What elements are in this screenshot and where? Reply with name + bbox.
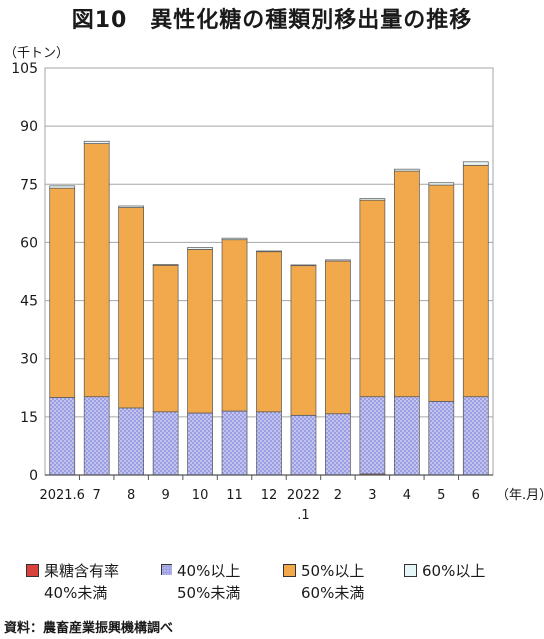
bar-segment: [325, 413, 351, 476]
x-tick-label: 2022: [287, 488, 320, 503]
x-tick-label: 3: [368, 488, 376, 503]
legend-label-50-60-line1: 50%以上: [301, 562, 365, 580]
legend-item-40-50: 40%以上 50%未満: [161, 560, 240, 604]
x-tick-label: 4: [403, 488, 411, 503]
bar-segment: [256, 250, 282, 253]
legend-label-40-50-line2: 50%未満: [177, 584, 241, 602]
legend-swatch-under-40: [26, 564, 39, 577]
x-tick-label: 12: [261, 488, 278, 503]
x-tick-label: 2: [334, 488, 342, 503]
bar-segment: [393, 396, 420, 476]
bar-segment: [152, 264, 179, 413]
bar-segment: [325, 260, 351, 415]
legend-label-60-plus-line1: 60%以上: [422, 562, 486, 580]
bar-segment: [49, 185, 76, 189]
bar-segment: [325, 259, 351, 262]
y-tick-label: 45: [20, 294, 38, 310]
bar-segment: [359, 199, 386, 398]
bar-segment: [152, 411, 179, 476]
legend-item-50-60: 50%以上 60%未満: [283, 560, 364, 604]
y-tick-label: 60: [20, 235, 38, 251]
bar-segment: [359, 396, 386, 475]
bar-segment: [49, 397, 76, 476]
bar-segment: [83, 143, 110, 398]
bar-segment: [393, 168, 420, 172]
x-tick-label: 7: [93, 488, 101, 503]
x-tick-label: 10: [192, 488, 209, 503]
x-tick-label: 8: [127, 488, 135, 503]
y-tick-label: 90: [20, 119, 38, 135]
x-tick-label: 5: [437, 488, 445, 503]
bar-segment: [83, 396, 110, 476]
bar-segment: [462, 164, 489, 398]
legend-label-under-40-line2: 40%未満: [44, 584, 108, 602]
legend-swatch-50-60: [283, 564, 296, 577]
bar-segment: [359, 198, 386, 201]
x-tick-label: 9: [161, 488, 169, 503]
bar-segment: [393, 170, 420, 398]
legend-swatch-40-50: [161, 564, 172, 575]
bar-segment: [118, 407, 145, 476]
x-tick-label: 6: [472, 488, 480, 503]
y-tick-label: 30: [20, 352, 38, 368]
bar-segment: [428, 401, 455, 476]
legend-item-under-40: 果糖含有率 40%未満: [26, 560, 119, 604]
bar-segment: [290, 265, 317, 416]
legend: 果糖含有率 40%未満 40%以上 50%未満 50%以上 60%未満 60%以…: [0, 560, 544, 610]
bar-segment: [221, 237, 248, 241]
bar-segment: [187, 249, 213, 414]
bars: [49, 140, 489, 476]
x-axis-unit-label: （年.月）: [496, 488, 544, 503]
bar-segment: [83, 140, 110, 144]
bar-segment: [221, 239, 248, 412]
bar-segment: [290, 264, 317, 267]
bar-segment: [256, 251, 282, 413]
legend-swatch-60-plus: [404, 564, 417, 577]
bar-segment: [118, 205, 145, 208]
bar-segment: [187, 412, 213, 476]
y-axis-unit-label: （千トン）: [4, 46, 70, 61]
legend-label-under-40-line1: 果糖含有率: [44, 562, 120, 580]
bar-segment: [187, 247, 213, 250]
bar-segment: [462, 396, 489, 476]
legend-item-60-plus: 60%以上: [404, 560, 485, 582]
bar-segment: [462, 161, 489, 166]
bar-segment: [221, 410, 248, 476]
axes: [45, 474, 493, 480]
y-tick-label: 0: [29, 468, 38, 484]
legend-label-40-50-line1: 40%以上: [177, 562, 241, 580]
y-tick-label: 105: [11, 61, 38, 77]
y-tick-label: 75: [20, 177, 38, 193]
bar-segment: [152, 264, 179, 266]
x-tick-label: 2021.6: [39, 488, 85, 503]
y-tick-label: 15: [20, 410, 38, 426]
x-tick-label: 11: [226, 488, 243, 503]
chart-title: 図10 異性化糖の種類別移出量の推移: [71, 8, 473, 33]
bar-segment: [256, 411, 282, 476]
legend-label-50-60-line2: 60%未満: [301, 584, 365, 602]
bar-segment: [49, 187, 76, 398]
bar-segment: [428, 184, 455, 402]
source-note: 資料：農畜産業振興機構調べ: [4, 621, 174, 636]
bar-segment: [118, 207, 145, 409]
x-tick-label: .1: [297, 508, 309, 523]
bar-segment: [290, 414, 317, 476]
bar-segment: [428, 182, 455, 186]
